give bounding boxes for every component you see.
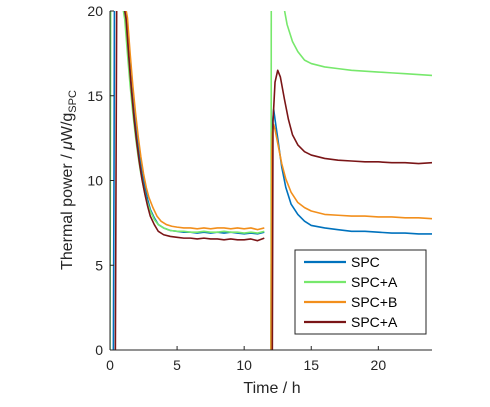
legend-items: SPC SPC+A SPC+B SPC+A <box>304 254 398 330</box>
series-2 <box>125 11 432 351</box>
series-1-segment-3 <box>283 11 432 77</box>
series-3-segment-1 <box>123 11 265 242</box>
legend: SPC SPC+A SPC+B SPC+A <box>294 249 427 335</box>
series-3-segment-0 <box>114 11 118 351</box>
y-tick-label: 5 <box>95 257 103 273</box>
series-2-segment-1 <box>270 123 432 351</box>
y-axis-label-prefix: Thermal power / <box>59 150 76 270</box>
legend-box <box>294 249 427 335</box>
ticks-layer: 0 5 10 15 20 0 5 10 15 20 <box>87 3 386 373</box>
series-2-segment-0 <box>125 11 265 231</box>
series-3 <box>114 11 432 351</box>
y-axis-label-subscript: SPC <box>67 90 79 113</box>
y-tick-label: 0 <box>95 342 103 358</box>
x-tick-label: 20 <box>371 357 387 373</box>
y-tick-label: 15 <box>87 88 103 104</box>
series-1-segment-1 <box>122 11 265 234</box>
x-tick-label: 15 <box>303 357 319 373</box>
legend-label: SPC <box>351 254 380 270</box>
x-tick-label: 10 <box>236 357 252 373</box>
series-3-segment-2 <box>271 69 432 351</box>
x-tick-label: 5 <box>173 357 181 373</box>
y-axis-label-unit: W/g <box>59 113 76 141</box>
x-axis-label: Time / h <box>243 380 300 397</box>
x-tick-label: 0 <box>106 357 114 373</box>
y-axis-label: Thermal power / μW/gSPC <box>59 90 79 270</box>
legend-label: SPC+B <box>351 294 397 310</box>
y-tick-label: 10 <box>87 173 103 189</box>
series-0-segment-0 <box>112 11 116 351</box>
y-tick-label: 20 <box>87 3 103 19</box>
legend-label: SPC+A <box>351 314 398 330</box>
series-0-segment-1 <box>124 11 265 235</box>
y-axis-label-mu: μ <box>59 141 76 151</box>
series-layer <box>110 11 432 351</box>
legend-label: SPC+A <box>351 274 398 290</box>
